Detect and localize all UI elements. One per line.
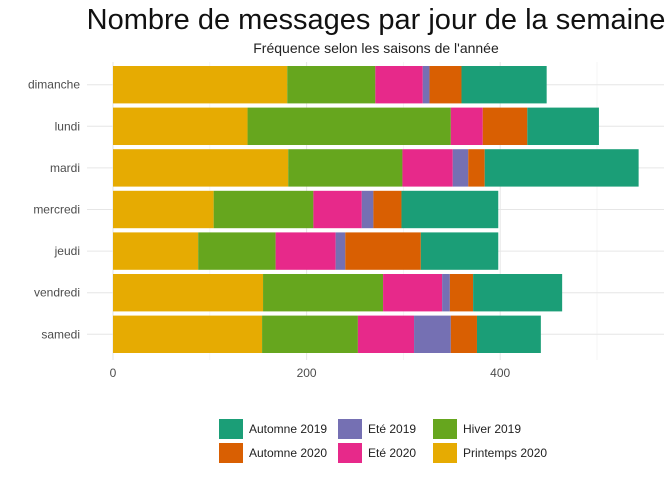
- x-tick-label: 400: [490, 366, 510, 380]
- bar-segment: [484, 149, 639, 187]
- chart-title: Nombre de messages par jour de la semain…: [86, 4, 666, 36]
- bar-segment: [461, 66, 547, 104]
- bar-segment: [383, 274, 443, 312]
- chart-legend: Automne 2019 Eté 2019 Hiver 2019 Automne 20…: [219, 419, 563, 463]
- bar-segment: [288, 149, 403, 187]
- legend-item: Automne 2020: [219, 443, 338, 463]
- y-tick-label: dimanche: [28, 78, 80, 92]
- legend-item: Eté 2020: [338, 443, 433, 463]
- bar-segment: [402, 149, 453, 187]
- bar-segment: [476, 315, 541, 353]
- y-tick-label: lundi: [55, 119, 80, 133]
- y-tick-label: jeudi: [54, 244, 80, 258]
- bar-segment: [198, 232, 276, 270]
- y-tick-label: mardi: [50, 161, 80, 175]
- bar-segment: [473, 274, 563, 312]
- bar-segment: [429, 66, 462, 104]
- legend-swatch: [433, 419, 457, 439]
- legend-label: Hiver 2019: [463, 422, 522, 436]
- chart-subtitle: Fréquence selon les saisons de l'année: [253, 40, 499, 56]
- bar-segment: [414, 315, 451, 353]
- bar-segment: [113, 107, 248, 145]
- legend-label: Printemps 2020: [463, 446, 548, 460]
- bar-segment: [113, 149, 289, 187]
- bar-segment: [420, 232, 499, 270]
- bar-segment: [468, 149, 485, 187]
- bar-segment: [361, 190, 374, 229]
- legend-label: Eté 2019: [368, 422, 417, 436]
- legend-swatch: [338, 419, 362, 439]
- legend-swatch: [433, 443, 457, 463]
- bar-segment: [373, 190, 402, 229]
- bar-segment: [357, 315, 415, 353]
- bar-segment: [452, 149, 469, 187]
- bar-segment: [527, 107, 599, 145]
- legend-swatch: [338, 443, 362, 463]
- bar-segment: [449, 274, 474, 312]
- legend-item: Eté 2019: [338, 419, 433, 439]
- legend-label: Automne 2019: [249, 422, 328, 436]
- bar-segment: [113, 66, 288, 104]
- y-tick-label: samedi: [41, 327, 80, 341]
- bar-segment: [113, 315, 263, 353]
- bar-segment: [263, 274, 384, 312]
- bar-segment: [213, 190, 314, 229]
- legend-item: Hiver 2019: [433, 419, 563, 439]
- bar-segment: [442, 274, 450, 312]
- legend-label: Automne 2020: [249, 446, 328, 460]
- bar-segment: [335, 232, 346, 270]
- bar-segment: [422, 66, 430, 104]
- legend-item: Automne 2019: [219, 419, 338, 439]
- bar-segment: [113, 274, 264, 312]
- bar-segment: [313, 190, 362, 229]
- y-tick-label: mercredi: [33, 203, 80, 217]
- bar-segment: [113, 190, 214, 229]
- bar-segment: [375, 66, 423, 104]
- bar-segment: [450, 315, 477, 353]
- bar-segment: [262, 315, 358, 353]
- legend-label: Eté 2020: [368, 446, 417, 460]
- bar-segment: [345, 232, 421, 270]
- bar-segment: [401, 190, 499, 229]
- x-tick-label: 0: [110, 366, 117, 380]
- chart-plot: dimanche lundi mardi mercredi jeudi vendredi s…: [28, 62, 664, 380]
- bar-segment: [275, 232, 336, 270]
- legend-swatch: [219, 419, 243, 439]
- bar-segment: [247, 107, 451, 145]
- x-tick-label: 200: [297, 366, 317, 380]
- bar-segment: [450, 107, 483, 145]
- bar-segment: [482, 107, 528, 145]
- legend-swatch: [219, 443, 243, 463]
- legend-item: Printemps 2020: [433, 443, 563, 463]
- bar-segment: [113, 232, 199, 270]
- y-tick-label: vendredi: [34, 286, 80, 300]
- bar-segment: [287, 66, 376, 104]
